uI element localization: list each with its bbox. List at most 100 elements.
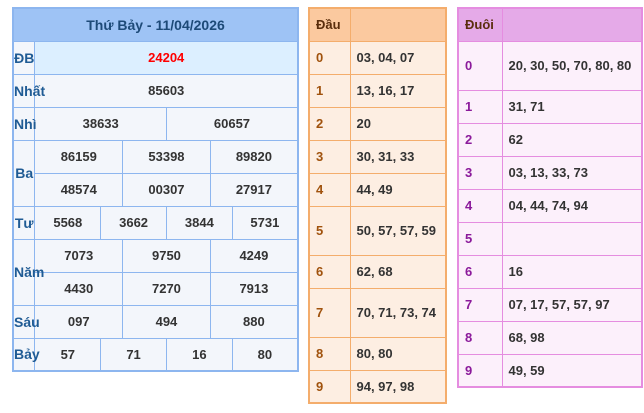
duoi-numbers: 03, 13, 33, 73 xyxy=(501,155,643,190)
prize-label: Ba xyxy=(12,139,36,207)
prize-value: 7270 xyxy=(122,271,211,306)
prize-row-ba: Ba 86159 53398 89820 xyxy=(12,139,299,207)
dau-digit: 5 xyxy=(308,205,351,256)
prize-row-sau: Sáu 097 494 880 xyxy=(12,304,299,339)
prize-value: 27917 xyxy=(209,172,299,207)
duoi-digit: 7 xyxy=(457,287,503,322)
duoi-row: 1 31, 71 xyxy=(457,89,643,124)
prize-value: 880 xyxy=(209,304,299,339)
prize-value: 16 xyxy=(165,337,233,372)
duoi-header-blank xyxy=(501,7,643,42)
dau-numbers: 20 xyxy=(349,106,447,141)
prize-label: Nhì xyxy=(12,106,37,141)
duoi-numbers: 20, 30, 50, 70, 80, 80 xyxy=(501,40,643,91)
dau-numbers: 44, 49 xyxy=(349,172,447,207)
prize-value: 89820 xyxy=(209,139,299,174)
dau-digit: 8 xyxy=(308,336,351,371)
dau-digit: 2 xyxy=(308,106,351,141)
prize-value: 86159 xyxy=(34,139,124,174)
results-table: Thứ Bảy - 11/04/2026 ĐB 24204 Nhất 85603 N… xyxy=(12,7,299,372)
dau-numbers: 30, 31, 33 xyxy=(349,139,447,174)
dau-row: 1 13, 16, 17 xyxy=(308,73,447,108)
duoi-row: 5 xyxy=(457,221,643,256)
duoi-row: 8 68, 98 xyxy=(457,320,643,355)
dau-digit: 1 xyxy=(308,73,351,108)
dau-header-blank xyxy=(349,7,447,42)
dau-numbers: 03, 04, 07 xyxy=(349,40,447,75)
prize-row-ba: 48574 00307 27917 xyxy=(13,172,299,207)
dau-numbers: 13, 16, 17 xyxy=(349,73,447,108)
duoi-row: 6 16 xyxy=(457,254,643,289)
duoi-row: 9 49, 59 xyxy=(457,353,643,388)
dau-digit: 4 xyxy=(308,172,351,207)
dau-header: Đầu xyxy=(308,7,351,42)
duoi-row: 4 04, 44, 74, 94 xyxy=(457,188,643,223)
prize-row-tu: Tư 5568 3662 3844 5731 xyxy=(12,205,299,240)
dau-row: 9 94, 97, 98 xyxy=(308,369,447,404)
duoi-digit: 2 xyxy=(457,122,503,157)
prize-value: 80 xyxy=(231,337,299,372)
duoi-digit: 0 xyxy=(457,40,503,91)
dau-row: 8 80, 80 xyxy=(308,336,447,371)
dau-digit: 3 xyxy=(308,139,351,174)
prize-value: 3844 xyxy=(165,205,233,240)
prize-value: 00307 xyxy=(122,172,211,207)
prize-row-nam: Năm 7073 9750 4249 xyxy=(12,238,299,306)
dau-digit: 6 xyxy=(308,254,351,289)
duoi-row: 7 07, 17, 57, 57, 97 xyxy=(457,287,643,322)
duoi-digit: 9 xyxy=(457,353,503,388)
duoi-digit: 5 xyxy=(457,221,503,256)
duoi-digit: 6 xyxy=(457,254,503,289)
duoi-digit: 3 xyxy=(457,155,503,190)
prize-label: Bảy xyxy=(12,337,40,372)
duoi-numbers: 07, 17, 57, 57, 97 xyxy=(501,287,643,322)
prize-value: 7073 xyxy=(34,238,124,273)
dau-numbers: 62, 68 xyxy=(349,254,447,289)
dau-table: Đầu 0 03, 04, 07 1 13, 16, 17 2 20 3 30, 31, 33 4… xyxy=(308,7,447,404)
prize-value: 5568 xyxy=(34,205,102,240)
prize-label: ĐB xyxy=(12,40,36,75)
prize-value: 494 xyxy=(122,304,211,339)
duoi-numbers: 04, 44, 74, 94 xyxy=(501,188,643,223)
prize-row-nhi: Nhì 38633 60657 xyxy=(12,106,299,141)
dau-row: 5 50, 57, 57, 59 xyxy=(308,205,447,256)
duoi-numbers: 68, 98 xyxy=(501,320,643,355)
prize-value: 097 xyxy=(34,304,124,339)
duoi-numbers: 62 xyxy=(501,122,643,157)
duoi-numbers xyxy=(501,221,643,256)
prize-value: 9750 xyxy=(122,238,211,273)
prize-value: 57 xyxy=(34,337,102,372)
prize-value: 3662 xyxy=(100,205,167,240)
dau-row: 3 30, 31, 33 xyxy=(308,139,447,174)
duoi-numbers: 49, 59 xyxy=(501,353,643,388)
prize-row-bay: Bảy 57 71 16 80 xyxy=(12,337,299,372)
duoi-digit: 8 xyxy=(457,320,503,355)
dau-row: 0 03, 04, 07 xyxy=(308,40,447,75)
prize-label: Sáu xyxy=(12,304,40,339)
prize-row-nam: 4430 7270 7913 xyxy=(13,271,299,306)
duoi-row: 2 62 xyxy=(457,122,643,157)
prize-value: 7913 xyxy=(209,271,299,306)
duoi-numbers: 16 xyxy=(501,254,643,289)
prize-value: 5731 xyxy=(231,205,299,240)
prize-value: 24204 xyxy=(34,40,299,75)
dau-row: 7 70, 71, 73, 74 xyxy=(308,287,447,338)
dau-numbers: 50, 57, 57, 59 xyxy=(349,205,447,256)
prize-value: 48574 xyxy=(34,172,124,207)
dau-digit: 7 xyxy=(308,287,351,338)
prize-value: 60657 xyxy=(165,106,299,141)
duoi-header: Đuôi xyxy=(457,7,503,42)
prize-label: Tư xyxy=(12,205,36,240)
duoi-digit: 4 xyxy=(457,188,503,223)
prize-label: Nhất xyxy=(12,73,45,108)
dau-numbers: 80, 80 xyxy=(349,336,447,371)
dau-numbers: 70, 71, 73, 74 xyxy=(349,287,447,338)
results-title: Thứ Bảy - 11/04/2026 xyxy=(12,7,299,42)
dau-row: 6 62, 68 xyxy=(308,254,447,289)
duoi-table: Đuôi 0 20, 30, 50, 70, 80, 80 1 31, 71 2 62 3 03… xyxy=(457,7,643,388)
dau-row: 4 44, 49 xyxy=(308,172,447,207)
dau-digit: 9 xyxy=(308,369,351,404)
dau-row: 2 20 xyxy=(308,106,447,141)
prize-value: 4430 xyxy=(34,271,124,306)
duoi-numbers: 31, 71 xyxy=(501,89,643,124)
